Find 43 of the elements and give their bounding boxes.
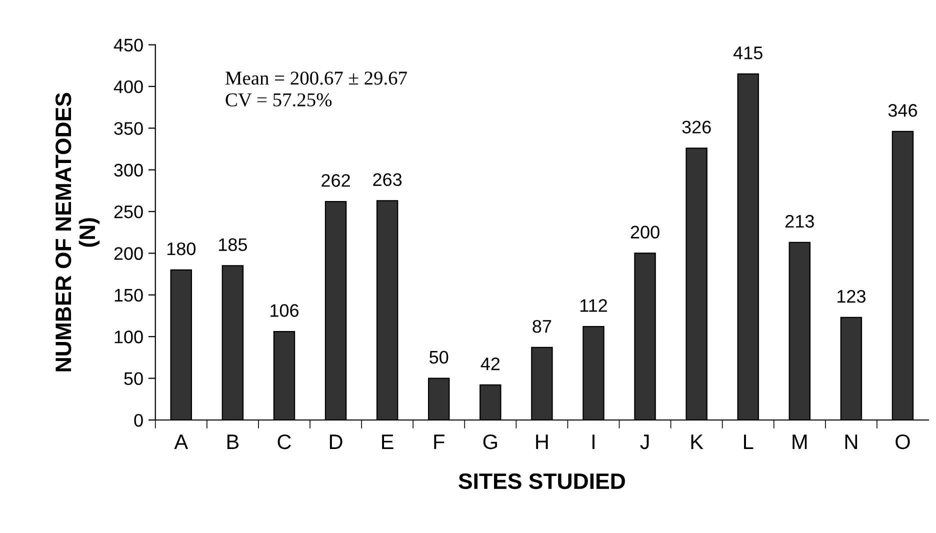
y-tick-label: 0 xyxy=(134,414,143,427)
x-tick-label: D xyxy=(330,434,342,449)
x-tick-label: A xyxy=(174,434,188,449)
y-tick-label: 100 xyxy=(114,330,143,344)
x-tick-label: K xyxy=(691,434,704,449)
x-tick-label: B xyxy=(227,434,239,449)
data-label: 213 xyxy=(786,214,814,228)
y-tick-label: 300 xyxy=(114,164,143,177)
x-axis-title: SITES STUDIED xyxy=(458,473,625,490)
annotation: Mean = 200.67 ± 29.67 CV = 57.25% xyxy=(226,72,407,107)
y-tick-label: 400 xyxy=(114,80,143,94)
data-label: 326 xyxy=(682,120,711,134)
data-label: 106 xyxy=(270,304,298,317)
y-tick-label: 350 xyxy=(114,122,143,135)
x-tick-label: I xyxy=(592,434,594,449)
data-label: 123 xyxy=(838,290,866,303)
data-label: 200 xyxy=(630,226,660,239)
x-tick-label: L xyxy=(744,434,754,449)
data-label: 87 xyxy=(532,320,552,333)
y-tick-label: 50 xyxy=(124,372,143,386)
x-tick-label: H xyxy=(536,434,548,449)
x-tick-label: F xyxy=(434,434,444,449)
data-label: 185 xyxy=(219,238,247,252)
data-label: 112 xyxy=(580,299,607,312)
data-label: 346 xyxy=(888,104,918,117)
y-axis-title: NUMBER OF NEMATODES (N) xyxy=(55,92,100,372)
data-label: 415 xyxy=(733,46,762,60)
y-tick-label: 450 xyxy=(114,38,143,52)
y-tick-label: 200 xyxy=(114,247,143,260)
data-label: 180 xyxy=(167,242,196,256)
data-label: 50 xyxy=(430,350,448,364)
y-tick-label: 250 xyxy=(114,205,143,218)
x-tick-label: O xyxy=(896,434,910,450)
data-label: 262 xyxy=(322,174,350,187)
x-tick-label: J xyxy=(640,434,649,450)
data-label: 263 xyxy=(373,173,402,186)
y-tick-label: 150 xyxy=(114,288,143,302)
x-tick-label: G xyxy=(483,434,497,450)
x-tick-label: C xyxy=(278,434,291,450)
data-label: 42 xyxy=(480,358,500,370)
x-tick-label: N xyxy=(845,434,858,449)
x-tick-label: E xyxy=(382,434,394,449)
x-tick-label: M xyxy=(792,434,807,449)
